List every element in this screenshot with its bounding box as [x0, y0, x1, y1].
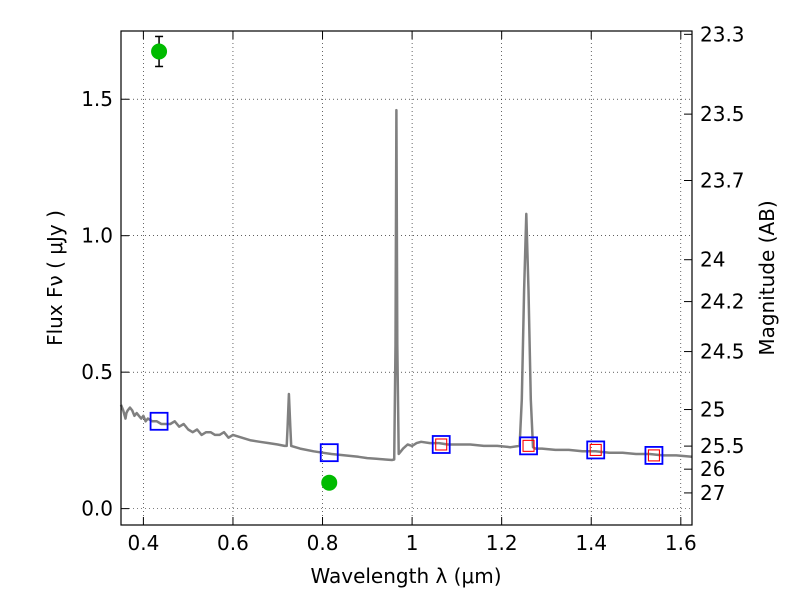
y-tick-label: 1.5	[81, 87, 113, 111]
right-tick-label: 25.5	[700, 434, 745, 458]
model-square-marker	[319, 443, 339, 463]
right-tick-label: 24.2	[700, 290, 745, 314]
right-tick-label: 23.7	[700, 168, 745, 192]
right-tick-label: 24.5	[700, 340, 745, 364]
observed-point	[321, 474, 338, 491]
x-tick-label: 1.2	[486, 531, 518, 555]
spectrum-line	[119, 108, 693, 462]
model-square-marker	[149, 411, 169, 431]
right-tick-label: 24	[700, 248, 725, 272]
x-tick-label: 1.4	[575, 531, 607, 555]
observed-square-marker	[435, 438, 448, 451]
y-tick-label: 1.0	[81, 224, 113, 248]
observed-square-marker	[589, 443, 602, 456]
right-tick-label: 27	[700, 481, 725, 505]
observed-square-marker	[522, 439, 535, 452]
x-tick-label: 1.6	[665, 531, 697, 555]
model-square-marker	[586, 440, 606, 460]
plot-area	[121, 31, 692, 525]
right-tick-label: 23.5	[700, 102, 745, 126]
x-axis-label: Wavelength λ (μm)	[310, 564, 501, 588]
marker-layer	[149, 35, 664, 491]
series-layer	[119, 108, 693, 462]
x-tick-label: 0.6	[217, 531, 249, 555]
x-tick-label: 1	[406, 531, 419, 555]
model-square-marker	[519, 436, 538, 456]
x-tick-label: 0.8	[307, 531, 339, 555]
plot-frame	[120, 30, 693, 526]
y-axis-label-right: Magnitude (AB)	[755, 200, 779, 355]
y-tick-label: 0.5	[81, 360, 113, 384]
y-tick-label: 0.0	[81, 497, 113, 521]
right-tick-label: 26	[700, 457, 725, 481]
model-square-marker	[644, 446, 664, 465]
model-square-marker	[431, 435, 451, 454]
observed-point	[151, 43, 168, 60]
y-axis-label: Flux Fν ( μJy )	[43, 210, 67, 346]
x-tick-label: 0.4	[127, 531, 159, 555]
observed-square-marker	[647, 449, 660, 462]
ticks: 0.4 0.6 0.8 1 1.2 1.4 1.6 0.0 0.5 1.0 1.5 23.3 23.5 2…	[81, 22, 744, 555]
right-tick-label: 23.3	[700, 22, 745, 46]
right-tick-label: 25	[700, 398, 725, 422]
